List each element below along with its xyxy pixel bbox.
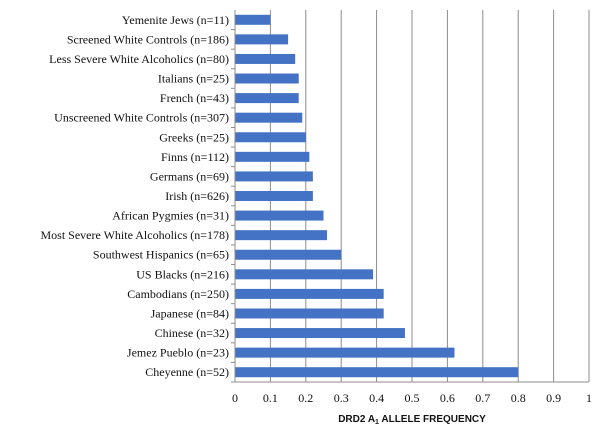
bar [235,112,303,123]
x-tick-labels: 0 0.1 0.2 0.3 0.4 0.5 0.6 0.7 0.8 0.9 1 [232,391,592,405]
axes [231,10,589,383]
bar [235,73,299,84]
x-tick-label: 0 [232,391,238,405]
bar [235,14,271,25]
category-label: Unscreened White Controls (n=307) [54,111,229,125]
category-label: Jemez Pueblo (n=23) [127,346,229,360]
x-axis-title: DRD2 A1 ALLELE FREQUENCY [338,414,486,426]
category-label: Finns (n=112) [161,150,229,164]
category-label: Less Severe White Alcoholics (n=80) [49,52,229,66]
bars [235,14,519,378]
bar [235,230,328,241]
gridlines [269,10,590,382]
category-label: Chinese (n=32) [155,326,229,340]
category-label: Most Severe White Alcoholics (n=178) [40,228,229,242]
bar [235,191,313,201]
bar [235,34,289,45]
x-tick-label: 1 [586,391,592,405]
bar [235,328,405,339]
bar [235,347,455,358]
bar [235,53,296,64]
bar [235,269,374,280]
bar [235,367,519,378]
x-axis-title-rest: ALLELE FREQUENCY [379,414,486,425]
x-tick-label: 0.7 [475,391,490,405]
bar [235,249,342,260]
x-tick-label: 0.2 [298,391,313,405]
x-tick-label: 0.1 [263,391,278,405]
category-label: US Blacks (n=216) [136,267,229,281]
x-axis-title-main: DRD2 A [338,414,375,425]
bar [235,151,310,162]
x-tick-label: 0.6 [440,391,455,405]
x-tick-label: 0.8 [511,391,526,405]
bar [235,308,384,319]
x-tick-label: 0.4 [369,391,384,405]
x-tick-label: 0.9 [546,391,561,405]
bar [235,210,324,221]
category-label: Yemenite Jews (n=11) [122,13,229,27]
category-label: Southwest Hispanics (n=65) [93,248,229,262]
category-label: French (n=43) [160,91,229,105]
bar [235,132,306,143]
category-label: Irish (n=626) [165,189,229,203]
category-labels: Yemenite Jews (n=11) Screened White Contr… [40,13,229,379]
bar [235,93,299,104]
category-label: Italians (n=25) [158,72,229,86]
category-label: Greeks (n=25) [159,130,229,144]
x-tick-label: 0.3 [334,391,349,405]
x-axis-title-subscript: 1 [375,419,379,426]
category-label: Germans (n=69) [150,169,229,183]
category-label: Cheyenne (n=52) [145,365,229,379]
category-label: African Pygmies (n=31) [112,209,229,223]
category-label: Cambodians (n=250) [127,287,229,301]
bar [235,171,313,182]
bar [235,288,384,299]
category-label: Japanese (n=84) [151,306,229,320]
category-label: Screened White Controls (n=186) [67,32,229,46]
x-tick-label: 0.5 [405,391,420,405]
